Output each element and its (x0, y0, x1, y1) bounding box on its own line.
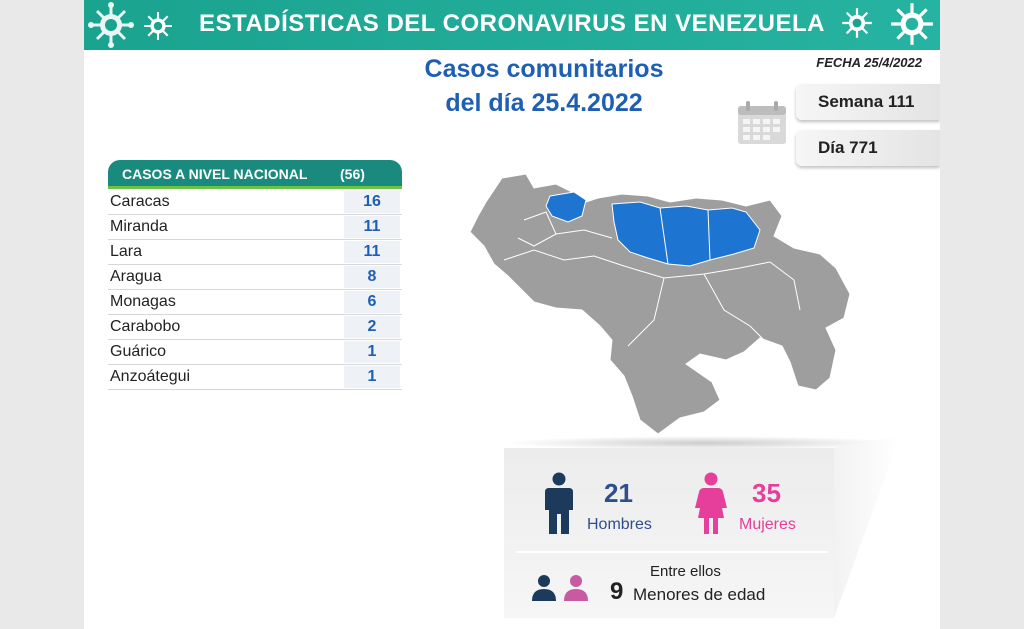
stage-shadow (504, 436, 904, 450)
virus-icon (891, 3, 933, 45)
state-name: Caracas (110, 193, 170, 210)
minors-label: Menores de edad (633, 585, 766, 604)
among-label: Entre ellos (650, 563, 721, 580)
table-header-label: CASOS A NIVEL NACIONAL (122, 166, 308, 182)
table-row: Miranda 11 (108, 215, 402, 240)
virus-icon (88, 2, 134, 48)
table-row: Caracas 16 (108, 190, 402, 215)
state-name: Carabobo (110, 318, 181, 335)
state-name: Guárico (110, 343, 167, 360)
virus-icon (144, 12, 172, 40)
state-cases: 11 (344, 216, 400, 238)
table-row: Aragua 8 (108, 265, 402, 290)
state-cases: 6 (344, 291, 400, 313)
people-icon (532, 575, 588, 601)
calendar-icon (738, 101, 786, 144)
state-name: Aragua (110, 268, 162, 285)
state-cases: 8 (344, 266, 400, 288)
table-row: Lara 11 (108, 240, 402, 265)
table-row: Guárico 1 (108, 340, 402, 365)
table-header-total: (56) (340, 166, 365, 182)
state-name: Monagas (110, 293, 176, 310)
title-line-2: del día 25.4.2022 (445, 89, 643, 117)
week-badge: Semana 111 (796, 84, 940, 120)
table-row: Carabobo 2 (108, 315, 402, 340)
men-label: Hombres (587, 516, 652, 533)
state-cases: 1 (344, 366, 400, 388)
state-name: Anzoátegui (110, 368, 191, 385)
state-cases: 16 (344, 191, 400, 213)
state-cases: 1 (344, 341, 400, 363)
date-label: FECHA 25/4/2022 (816, 55, 922, 70)
header-title: ESTADÍSTICAS DEL CORONAVIRUS EN VENEZUEL… (199, 10, 825, 37)
woman-icon (695, 472, 727, 534)
infographic: ESTADÍSTICAS DEL CORONAVIRUS EN VENEZUEL… (84, 0, 940, 629)
state-name: Miranda (110, 218, 168, 235)
table-header: CASOS A NIVEL NACIONAL (56) (108, 160, 402, 189)
stats-divider (516, 551, 828, 553)
minors-count: 9 (610, 578, 624, 605)
table-row: Anzoátegui 1 (108, 365, 402, 390)
men-count: 21 (604, 478, 633, 508)
table-row: Monagas 6 (108, 290, 402, 315)
day-badge: Día 771 (796, 130, 940, 166)
cases-table: Caracas 16 Miranda 11 Lara 11 Aragua 8 Monag… (108, 190, 402, 390)
header-stripe (108, 186, 402, 189)
man-icon (545, 472, 573, 534)
venezuela-map (469, 173, 851, 435)
women-count: 35 (752, 478, 781, 508)
women-label: Mujeres (739, 516, 796, 533)
state-cases: 2 (344, 316, 400, 338)
title-line-1: Casos comunitarios (424, 55, 664, 83)
state-cases: 11 (344, 241, 400, 263)
map-highlight-center-east (611, 201, 761, 267)
state-name: Lara (110, 243, 143, 260)
virus-icon (842, 8, 872, 38)
stats-side-panel (834, 436, 900, 618)
map-highlight-lara (545, 191, 587, 223)
header-banner: ESTADÍSTICAS DEL CORONAVIRUS EN VENEZUEL… (84, 0, 940, 50)
page-title: Casos comunitarios del día 25.4.2022 (374, 52, 714, 120)
